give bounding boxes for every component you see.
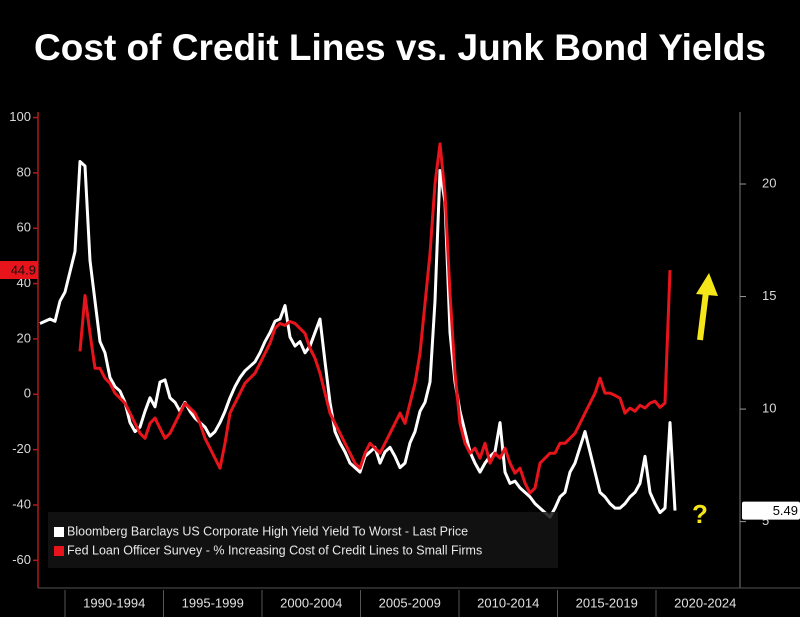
y2-tick-label: 15: [762, 288, 776, 303]
legend-label: Bloomberg Barclays US Corporate High Yie…: [67, 524, 468, 538]
legend-swatch: [54, 546, 64, 556]
x-tick-label: 2010-2014: [477, 595, 539, 610]
y-tick-label: 100: [9, 109, 31, 124]
legend-label: Fed Loan Officer Survey - % Increasing C…: [67, 543, 482, 557]
x-tick-label: 2015-2019: [576, 595, 638, 610]
x-tick-label: 2000-2004: [280, 595, 342, 610]
y-tick-label: 0: [24, 386, 31, 401]
legend-box: [48, 512, 558, 568]
x-tick-label: 1995-1999: [182, 595, 244, 610]
series-line: [78, 142, 672, 495]
end-label: 44.9: [11, 262, 36, 277]
arrow-shaft: [697, 291, 709, 341]
y2-tick-label: 10: [762, 401, 776, 416]
arrow: [696, 273, 718, 341]
arrow-head: [696, 273, 718, 296]
legend: Bloomberg Barclays US Corporate High Yie…: [48, 512, 558, 568]
y-tick-label: -40: [12, 496, 31, 511]
series-line: [39, 160, 677, 519]
y2-tick-label: 20: [762, 175, 776, 190]
x-tick-label: 2020-2024: [674, 595, 736, 610]
y-tick-label: 80: [17, 164, 31, 179]
legend-swatch: [54, 527, 64, 537]
y-tick-label: -20: [12, 441, 31, 456]
end-label: 5.49: [773, 503, 798, 518]
end-badge: [0, 261, 38, 280]
x-tick-label: 1990-1994: [83, 595, 145, 610]
y-tick-label: 60: [17, 220, 31, 235]
y2-tick-label: 5: [762, 513, 769, 528]
end-badge: [742, 501, 800, 520]
y-tick-label: -60: [12, 552, 31, 567]
annotation: ?: [692, 499, 708, 529]
x-tick-label: 2005-2009: [379, 595, 441, 610]
chart-title: Cost of Credit Lines vs. Junk Bond Yield…: [34, 27, 766, 68]
y-tick-label: 20: [17, 330, 31, 345]
